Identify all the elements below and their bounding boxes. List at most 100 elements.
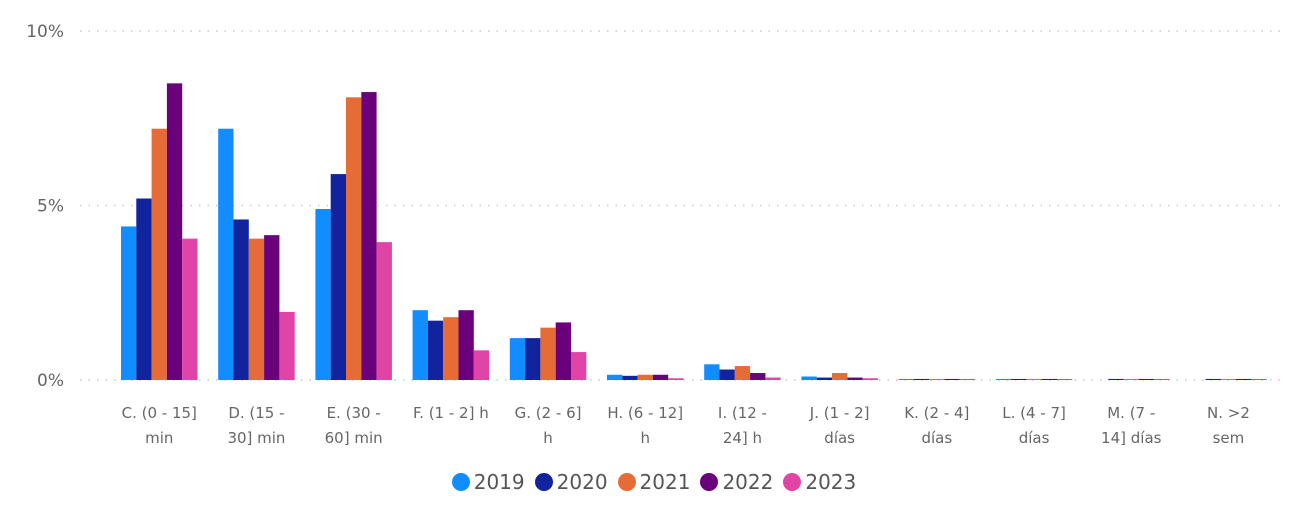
x-category-label: días — [824, 429, 855, 447]
x-category-label: J. (1 - 2] — [809, 404, 870, 422]
bar-2023-9[interactable] — [1057, 378, 1073, 380]
bar-2020-9[interactable] — [1011, 378, 1027, 380]
bar-2023-3[interactable] — [473, 350, 490, 380]
x-axis-labels: C. (0 - 15] min D. (15 - 30] min E. (30 - 60]… — [122, 404, 1250, 447]
bar-2020-7[interactable] — [816, 377, 832, 380]
legend-swatch — [534, 473, 553, 491]
bar-2021-6[interactable] — [734, 366, 751, 380]
bar-2022-9[interactable] — [1041, 378, 1057, 380]
legend-item-2022[interactable]: 2022 — [700, 470, 773, 494]
legend-label: 2021 — [639, 470, 691, 494]
bar-2021-9[interactable] — [1026, 378, 1042, 380]
bar-2019-9[interactable] — [995, 378, 1012, 380]
bar-2021-10[interactable] — [1123, 378, 1139, 380]
bar-2019-1[interactable] — [218, 128, 234, 380]
bar-2021-8[interactable] — [929, 378, 945, 380]
x-category-label: F. (1 - 2] h — [413, 404, 489, 422]
bar-2021-5[interactable] — [637, 374, 653, 380]
x-category-label: I. (12 - — [718, 404, 767, 422]
bar-2019-6[interactable] — [704, 364, 720, 380]
bar-2019-4[interactable] — [509, 338, 526, 380]
legend-label: 2022 — [722, 470, 774, 494]
bar-2020-4[interactable] — [525, 338, 541, 380]
bar-2019-0[interactable] — [121, 226, 137, 380]
bar-2020-6[interactable] — [719, 369, 735, 380]
bar-2020-3[interactable] — [427, 320, 444, 380]
x-category-label: sem — [1213, 429, 1245, 447]
bar-2023-6[interactable] — [765, 377, 781, 380]
bar-2023-2[interactable] — [376, 242, 392, 380]
bar-2022-10[interactable] — [1138, 378, 1155, 380]
x-category-label: M. (7 - — [1107, 404, 1155, 422]
bar-2020-1[interactable] — [233, 219, 249, 380]
bar-2021-7[interactable] — [832, 373, 848, 380]
bar-2019-5[interactable] — [607, 374, 623, 380]
legend-label: 2023 — [805, 470, 857, 494]
x-category-label: H. (6 - 12] — [607, 404, 683, 422]
legend-item-2021[interactable]: 2021 — [617, 470, 691, 494]
bar-2019-8[interactable] — [898, 378, 914, 380]
bar-2023-0[interactable] — [182, 238, 198, 380]
x-category-label: días — [1019, 429, 1050, 447]
legend-label: 2019 — [473, 470, 525, 494]
chart-area: 0% 5% 10% C. (0 - 15] min D. (15 - 30] min E. … — [26, 22, 1282, 447]
x-category-label: 14] días — [1101, 429, 1162, 447]
bar-2022-11[interactable] — [1236, 378, 1252, 380]
bar-2021-0[interactable] — [151, 128, 167, 380]
bar-2020-0[interactable] — [136, 198, 152, 380]
bar-2022-6[interactable] — [750, 373, 766, 380]
bar-2022-8[interactable] — [944, 378, 960, 380]
bar-2022-5[interactable] — [652, 374, 669, 380]
x-category-label: C. (0 - 15] — [122, 404, 197, 422]
bar-2020-8[interactable] — [913, 378, 930, 380]
x-category-label: N. >2 — [1207, 404, 1250, 422]
bars — [121, 83, 1267, 380]
bar-2023-7[interactable] — [862, 378, 878, 380]
bar-2020-11[interactable] — [1205, 378, 1221, 380]
bar-2021-1[interactable] — [248, 238, 265, 380]
bar-2023-5[interactable] — [668, 378, 684, 380]
bar-2020-5[interactable] — [622, 375, 638, 380]
bar-2022-7[interactable] — [847, 377, 863, 380]
legend-label: 2020 — [556, 470, 608, 494]
x-category-label: L. (4 - 7] — [1002, 404, 1066, 422]
x-category-label: D. (15 - — [228, 404, 284, 422]
legend-item-2023[interactable]: 2023 — [783, 470, 856, 494]
bar-2020-2[interactable] — [330, 174, 346, 380]
x-category-label: 60] min — [325, 429, 383, 447]
bar-2021-3[interactable] — [443, 317, 459, 380]
bar-2023-11[interactable] — [1251, 378, 1267, 380]
y-axis-ticks: 0% 5% 10% — [26, 22, 64, 391]
bar-2021-4[interactable] — [540, 327, 556, 380]
y-tick-label: 10% — [26, 22, 64, 42]
bar-2019-2[interactable] — [315, 208, 331, 380]
bar-2022-1[interactable] — [264, 235, 280, 380]
y-tick-label: 5% — [37, 197, 64, 217]
bar-2019-7[interactable] — [801, 376, 817, 380]
bar-2023-8[interactable] — [959, 378, 976, 380]
legend-swatch — [451, 473, 470, 491]
bar-2022-3[interactable] — [458, 310, 474, 380]
x-category-label: K. (2 - 4] — [904, 404, 969, 422]
bar-2023-4[interactable] — [571, 352, 587, 380]
y-tick-label: 0% — [37, 371, 64, 391]
x-category-label: min — [145, 429, 173, 447]
legend-item-2020[interactable]: 2020 — [534, 470, 608, 494]
bar-2022-2[interactable] — [361, 92, 377, 380]
bar-2019-3[interactable] — [412, 310, 428, 380]
x-category-label: E. (30 - — [327, 404, 381, 422]
legend: 2019 2020 2021 2022 2023 — [0, 470, 1312, 494]
x-category-label: días — [921, 429, 952, 447]
bar-2021-11[interactable] — [1220, 378, 1237, 380]
bar-2023-1[interactable] — [279, 311, 295, 380]
x-category-label: 24] h — [723, 429, 762, 447]
bar-2022-0[interactable] — [166, 83, 183, 380]
legend-swatch — [783, 473, 802, 491]
x-category-label: 30] min — [227, 429, 285, 447]
legend-swatch — [700, 473, 719, 491]
bar-2022-4[interactable] — [555, 322, 571, 380]
bar-2020-10[interactable] — [1108, 378, 1124, 380]
bar-2023-10[interactable] — [1154, 378, 1170, 380]
bar-2021-2[interactable] — [346, 97, 362, 380]
legend-item-2019[interactable]: 2019 — [451, 470, 525, 494]
